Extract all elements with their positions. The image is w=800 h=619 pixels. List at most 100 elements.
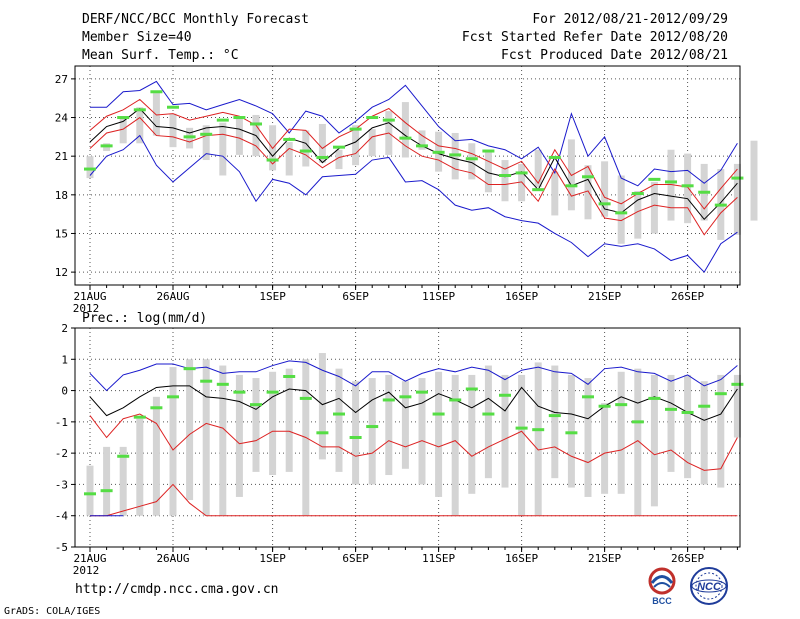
prec-observed-mark: [648, 396, 661, 400]
prec-spread-box: [219, 365, 227, 516]
temp-ytick-label: 12: [55, 266, 68, 279]
prec-lower-line: [89, 413, 738, 471]
prec-spread-box: [435, 371, 443, 497]
prec-observed-mark: [316, 431, 329, 435]
bcc-logo-text: BCC: [652, 596, 672, 606]
temp-observed-mark: [200, 132, 213, 136]
prec-observed-mark: [565, 431, 578, 435]
prec-observed-mark: [366, 425, 379, 429]
temp-panel: 12 15 18 21 24 27 21AUG 26AUG 1SEP 6SEP 11SEP 16SEP…: [55, 65, 758, 315]
temp-observed-mark: [399, 136, 412, 140]
temp-spread-box: [584, 165, 592, 220]
temp-observed-mark: [548, 155, 561, 159]
temp-observed-mark: [714, 203, 727, 207]
temp-ytick-label: 24: [55, 112, 69, 125]
temp-ytick-label: 27: [55, 73, 68, 86]
prec-spread-box: [650, 374, 658, 507]
prec-xtick-label: 6SEP: [342, 552, 369, 565]
prec-observed-mark: [416, 390, 428, 394]
temp-observed-mark: [416, 144, 428, 148]
prec-ytick-label: -4: [55, 510, 69, 523]
temp-observed-mark: [532, 188, 545, 192]
prec-ytick-label: -2: [55, 447, 68, 460]
prec-observed-mark: [499, 393, 511, 397]
prec-spread-box: [451, 374, 459, 516]
temp-spread-box: [684, 153, 692, 224]
prec-observed-mark: [665, 407, 677, 411]
prec-mean-line: [89, 385, 738, 421]
temp-max-line: [90, 80, 738, 187]
prec-spread-box: [667, 374, 675, 472]
prec-spread-box: [202, 359, 210, 516]
prec-observed-mark: [266, 390, 279, 394]
prec-observed-mark: [183, 367, 196, 371]
temp-observed-mark: [183, 135, 196, 139]
temp-observed-mark: [216, 118, 229, 122]
temp-spread-box: [601, 161, 609, 217]
temp-xtick-label: 26AUG: [156, 290, 189, 303]
prec-spread-box: [335, 368, 343, 472]
temp-lower-line: [89, 116, 738, 236]
prec-spread-box: [717, 374, 725, 488]
prec-plot-frame: [74, 327, 741, 548]
prec-xtick-label: 26AUG: [156, 552, 189, 565]
temp-observed-mark: [565, 184, 578, 188]
temp-spread-box: [169, 113, 177, 148]
temp-spread-box: [352, 125, 360, 166]
prec-spread-box: [733, 374, 741, 438]
prec-spread-box: [385, 374, 393, 476]
temp-observed-mark: [631, 192, 644, 196]
prec-xtick-label: 1SEP: [259, 552, 286, 565]
prec-spread-box: [269, 371, 277, 476]
temp-observed-mark: [117, 116, 130, 120]
temp-observed-mark: [84, 167, 96, 171]
prec-observed-mark: [84, 492, 96, 496]
bcc-logo: BCC: [639, 566, 685, 606]
temp-spread-box: [667, 149, 675, 221]
prec-observed-mark: [382, 398, 395, 402]
prec-observed-mark: [233, 390, 246, 394]
prec-spread-box: [551, 365, 559, 479]
temp-observed-mark: [449, 153, 462, 157]
temp-observed-mark: [266, 158, 279, 162]
source-url[interactable]: http://cmdp.ncc.cma.gov.cn: [75, 582, 279, 597]
prec-spread-box: [285, 368, 293, 472]
prec-observed-mark: [283, 374, 296, 378]
temp-xtick-label: 16SEP: [505, 290, 538, 303]
temp-year-label: 2012: [73, 302, 100, 315]
temp-spread-box: [418, 130, 426, 150]
prec-ytick-label: 0: [61, 385, 68, 398]
temp-spread-box: [285, 142, 293, 176]
prec-spread-box: [103, 446, 111, 516]
temp-spread-box: [318, 123, 326, 163]
temp-spread-box: [484, 151, 492, 193]
temp-observed-mark: [432, 150, 445, 154]
temp-mean-line: [89, 107, 738, 221]
temp-spread-box: [750, 140, 758, 221]
temp-observed-mark: [648, 177, 661, 181]
temp-spread-box: [219, 122, 227, 176]
variable-label: Mean Surf. Temp.: °C: [82, 48, 239, 63]
temp-observed-mark: [598, 202, 611, 206]
prec-spread-box: [518, 374, 526, 516]
temp-observed-mark: [382, 118, 395, 122]
temp-xtick-label: 26SEP: [671, 290, 704, 303]
prec-observed-mark: [698, 404, 711, 408]
prec-spread-box: [634, 368, 642, 516]
temp-observed-mark: [698, 190, 711, 194]
prec-max-line: [89, 360, 738, 392]
prec-spread-box: [86, 465, 94, 516]
prec-observed-mark: [714, 392, 727, 396]
prec-ytick-label: -3: [55, 478, 68, 491]
prec-spread-box: [235, 374, 243, 497]
temp-observed-mark: [299, 149, 312, 153]
prec-spread-box: [152, 396, 160, 516]
temp-spread-box: [335, 149, 343, 170]
temp-observed-mark: [482, 149, 495, 153]
prec-observed-mark: [681, 410, 694, 414]
temp-upper-line: [89, 98, 738, 210]
prec-observed-mark: [432, 412, 445, 416]
temp-ytick-label: 15: [55, 227, 68, 240]
prec-spread-box: [418, 378, 426, 485]
